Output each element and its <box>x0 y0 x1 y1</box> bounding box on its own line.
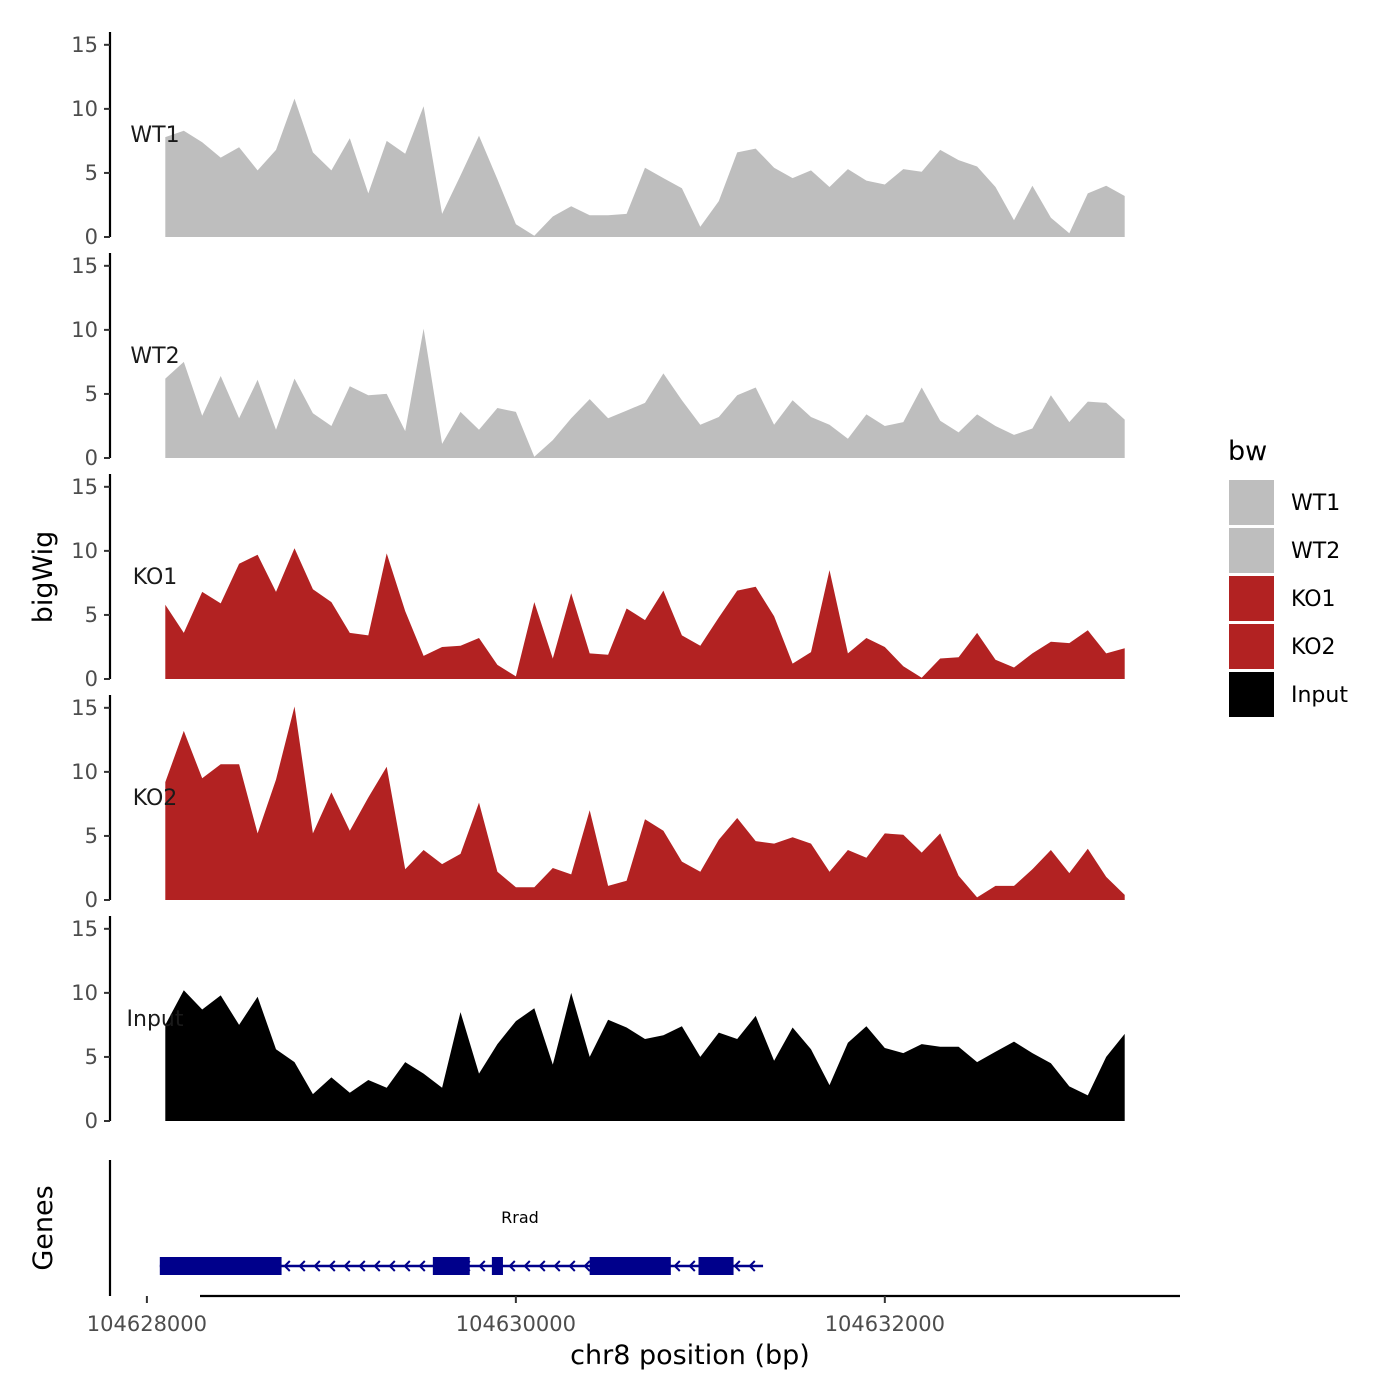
track-label: WT2 <box>130 344 179 369</box>
legend-swatch-ko1 <box>1229 576 1274 621</box>
genes-axis-title: Genes <box>28 1185 59 1270</box>
y-axis-title: bigWig <box>28 531 59 624</box>
strand-arrow <box>403 1260 411 1272</box>
legend-title: bw <box>1228 436 1267 467</box>
strand-arrow <box>358 1260 366 1272</box>
legend-label: KO2 <box>1291 635 1336 660</box>
strand-arrow <box>298 1260 306 1272</box>
x-tick-label: 104628000 <box>87 1312 207 1336</box>
exon-block <box>589 1257 671 1275</box>
strand-arrow <box>418 1260 426 1272</box>
track-panel-ko2: 0 5 10 15 KO2 <box>71 695 1125 912</box>
legend-label: WT1 <box>1291 491 1340 516</box>
strand-arrow <box>748 1260 756 1272</box>
signal-area-wt2 <box>165 328 1125 458</box>
strand-arrow <box>733 1260 741 1272</box>
strand-arrow <box>478 1260 486 1272</box>
track-label: Input <box>127 1007 184 1032</box>
exon-block <box>432 1257 470 1275</box>
strand-arrow <box>283 1260 291 1272</box>
exon-block <box>491 1257 503 1275</box>
y-tick-label: 15 <box>71 696 98 720</box>
strand-arrow <box>673 1260 681 1272</box>
gene-rrad: Rrad <box>159 1208 764 1275</box>
y-tick-label: 0 <box>85 225 98 249</box>
legend-swatch-input <box>1229 672 1274 717</box>
track-panel-wt2: 0 5 10 15 WT2 <box>71 253 1125 470</box>
y-tick-label: 15 <box>71 475 98 499</box>
y-tick-label: 5 <box>85 603 98 627</box>
strand-arrow <box>343 1260 351 1272</box>
track-panel-wt1: 0 5 10 15 WT1 <box>71 32 1125 249</box>
strand-arrow <box>523 1260 531 1272</box>
legend-swatch-wt2 <box>1229 528 1274 573</box>
strand-arrow <box>508 1260 516 1272</box>
y-tick-label: 0 <box>85 667 98 691</box>
y-tick-label: 15 <box>71 917 98 941</box>
y-tick-label: 0 <box>85 888 98 912</box>
gene-label: Rrad <box>501 1208 539 1227</box>
legend: bw WT1 WT2 KO1 KO2 Input <box>1228 436 1348 717</box>
signal-area-ko2 <box>165 706 1125 900</box>
track-label: WT1 <box>130 123 179 148</box>
y-tick-label: 10 <box>71 318 98 342</box>
strand-arrow <box>388 1260 396 1272</box>
y-tick-label: 10 <box>71 760 98 784</box>
x-tick-label: 104632000 <box>825 1312 945 1336</box>
y-tick-label: 0 <box>85 446 98 470</box>
x-tick-label: 104630000 <box>456 1312 576 1336</box>
strand-arrow <box>538 1260 546 1272</box>
y-tick-label: 15 <box>71 33 98 57</box>
y-tick-label: 0 <box>85 1109 98 1133</box>
strand-arrow <box>688 1260 696 1272</box>
legend-swatch-ko2 <box>1229 624 1274 669</box>
signal-area-input <box>165 990 1125 1121</box>
track-panel-ko1: 0 5 10 15 KO1 <box>71 474 1125 691</box>
legend-swatch-wt1 <box>1229 480 1274 525</box>
y-tick-label: 10 <box>71 539 98 563</box>
x-axis: 104628000 104630000 104632000 <box>87 1294 1180 1336</box>
strand-arrow <box>568 1260 576 1272</box>
x-axis-title: chr8 position (bp) <box>570 1340 810 1371</box>
legend-label: Input <box>1291 683 1348 708</box>
track-panels: 0 5 10 15 WT1 0 5 10 15 WT2 0 5 10 15 KO1 0 5 10 15 KO2 0 5 10… <box>71 32 1125 1133</box>
track-label: KO1 <box>133 565 178 590</box>
y-tick-label: 5 <box>85 161 98 185</box>
signal-area-ko1 <box>165 548 1125 679</box>
y-tick-label: 5 <box>85 824 98 848</box>
strand-arrow <box>313 1260 321 1272</box>
y-tick-label: 5 <box>85 382 98 406</box>
y-tick-label: 10 <box>71 981 98 1005</box>
y-tick-label: 15 <box>71 254 98 278</box>
y-tick-label: 10 <box>71 97 98 121</box>
exon-block <box>159 1257 282 1275</box>
strand-arrow <box>373 1260 381 1272</box>
track-label: KO2 <box>133 786 178 811</box>
legend-label: KO1 <box>1291 587 1336 612</box>
exon-block <box>698 1257 734 1275</box>
genes-panel: Rrad <box>108 1160 764 1296</box>
signal-area-wt1 <box>165 98 1125 237</box>
strand-arrow <box>328 1260 336 1272</box>
y-tick-label: 5 <box>85 1045 98 1069</box>
strand-arrow <box>553 1260 561 1272</box>
track-panel-input: 0 5 10 15 Input <box>71 916 1125 1133</box>
legend-label: WT2 <box>1291 539 1340 564</box>
strand-arrow <box>583 1260 591 1272</box>
